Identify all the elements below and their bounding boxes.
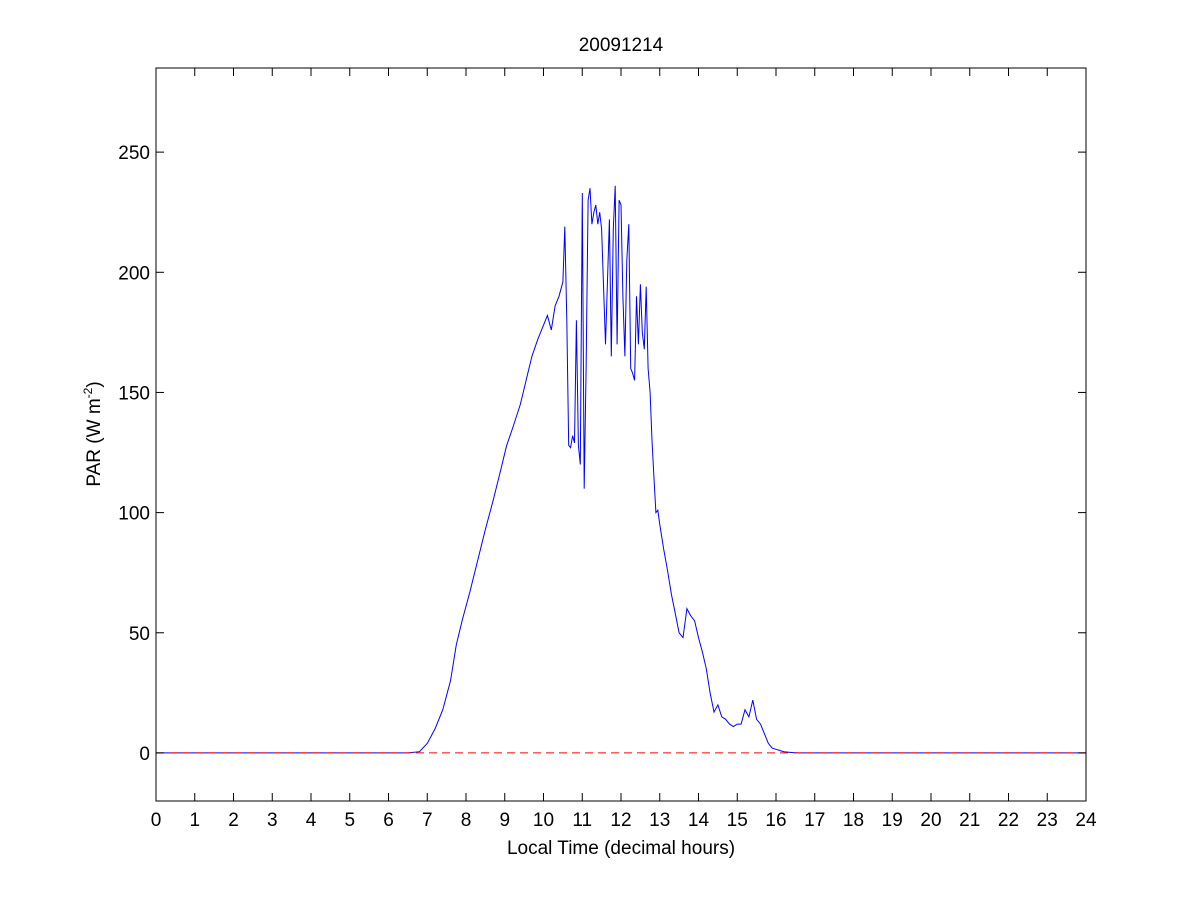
x-tick-label: 22 (998, 810, 1019, 831)
x-tick-label: 1 (189, 810, 200, 831)
x-tick-label: 7 (422, 810, 433, 831)
x-tick-label: 16 (765, 810, 786, 831)
chart-title: 20091214 (579, 35, 664, 56)
x-tick-label: 19 (882, 810, 903, 831)
x-tick-label: 14 (688, 810, 710, 831)
x-tick-label: 4 (306, 810, 317, 831)
x-tick-label: 21 (959, 810, 980, 831)
y-tick-label: 150 (118, 383, 150, 404)
x-tick-label: 5 (344, 810, 355, 831)
y-tick-label: 0 (139, 744, 150, 765)
x-tick-label: 23 (1037, 810, 1058, 831)
x-tick-label: 10 (533, 810, 554, 831)
y-tick-label: 250 (118, 143, 150, 164)
y-tick-label: 200 (118, 263, 150, 284)
x-tick-label: 8 (461, 810, 472, 831)
y-axis-label: PAR (W m-2) (81, 381, 105, 486)
x-tick-label: 0 (151, 810, 162, 831)
y-axis-label-tail: ) (84, 381, 105, 387)
x-tick-label: 6 (383, 810, 394, 831)
tick-layer: 0 1 2 3 4 5 6 7 8 9 10 11 12 13 14 15 16 17 18 19 20 21 22 23 24… (118, 68, 1097, 831)
x-tick-label: 24 (1075, 810, 1097, 831)
x-tick-label: 12 (610, 810, 631, 831)
x-tick-label: 9 (499, 810, 510, 831)
x-tick-label: 13 (649, 810, 670, 831)
x-tick-label: 2 (228, 810, 239, 831)
x-tick-label: 20 (920, 810, 941, 831)
x-tick-label: 11 (572, 810, 592, 831)
x-tick-label: 18 (843, 810, 864, 831)
x-tick-label: 3 (267, 810, 278, 831)
par-series-line (156, 185, 1086, 754)
x-axis-label: Local Time (decimal hours) (507, 838, 735, 859)
series-layer (156, 185, 1086, 754)
x-tick-label: 15 (727, 810, 748, 831)
y-axis-label-sup: -2 (81, 387, 95, 398)
plot-area (156, 68, 1086, 801)
y-tick-label: 50 (129, 624, 150, 645)
y-tick-label: 100 (118, 504, 150, 525)
x-tick-label: 17 (804, 810, 825, 831)
y-axis-label-main: PAR (W m (84, 398, 105, 486)
